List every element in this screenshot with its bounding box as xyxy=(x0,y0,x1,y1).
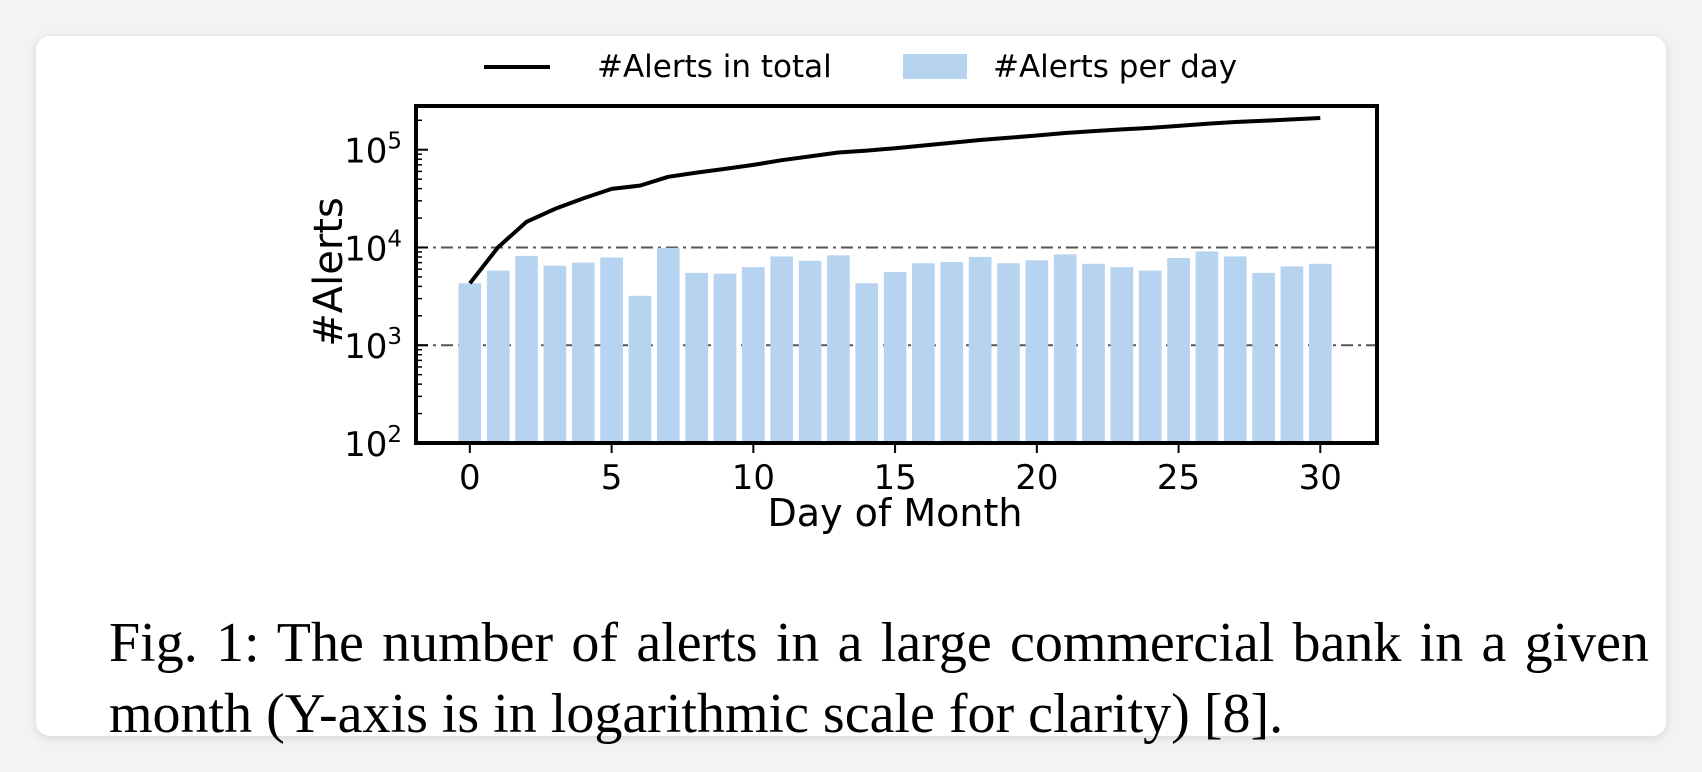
figure-card: #Alerts in total #Alerts per day 0 5 10 15 2… xyxy=(36,36,1666,745)
bar-day-10 xyxy=(742,267,765,443)
bar-day-2 xyxy=(515,255,538,443)
figure-caption: Fig. 1: The number of alerts in a large … xyxy=(109,612,1649,745)
x-tick-label-25: 25 xyxy=(1157,458,1200,498)
bar-day-0 xyxy=(458,283,482,443)
x-tick-label-5: 5 xyxy=(601,458,623,498)
bar-day-28 xyxy=(1252,272,1275,443)
x-tick-label-0: 0 xyxy=(459,458,481,498)
y-axis-label: #Alerts xyxy=(306,197,352,347)
axes: 0 5 10 15 20 25 30 102 103 104 105 xyxy=(344,104,1379,498)
legend-bar-swatch xyxy=(903,54,967,79)
bar-day-21 xyxy=(1053,254,1077,443)
bar-series xyxy=(458,247,1332,443)
bar-day-11 xyxy=(770,256,794,443)
bar-day-22 xyxy=(1082,263,1105,443)
bar-day-1 xyxy=(486,270,510,443)
bar-day-16 xyxy=(912,263,935,443)
bar-day-29 xyxy=(1280,266,1304,443)
legend-label-per-day: #Alerts per day xyxy=(993,49,1237,85)
x-tick-label-30: 30 xyxy=(1299,458,1342,498)
bar-day-27 xyxy=(1223,256,1247,443)
bar-day-12 xyxy=(798,260,822,443)
bar-day-30 xyxy=(1308,263,1332,443)
x-tick-label-10: 10 xyxy=(732,458,775,498)
x-axis-label: Day of Month xyxy=(768,491,1023,535)
chart-legend: #Alerts in total #Alerts per day xyxy=(484,49,1237,85)
bar-day-19 xyxy=(997,263,1020,443)
bar-day-7 xyxy=(656,247,680,443)
bar-day-23 xyxy=(1110,267,1134,443)
bar-day-4 xyxy=(571,262,595,443)
bar-day-8 xyxy=(685,272,708,443)
chart: #Alerts in total #Alerts per day 0 5 10 15 2… xyxy=(306,49,1379,535)
bar-day-3 xyxy=(543,265,567,443)
bar-day-5 xyxy=(600,257,623,443)
x-tick-label-15: 15 xyxy=(873,458,916,498)
bar-day-20 xyxy=(1025,260,1049,443)
bar-day-15 xyxy=(883,272,907,443)
y-tick-label-10000: 104 xyxy=(344,226,402,269)
y-tick-label-1000: 103 xyxy=(344,324,402,367)
bar-day-26 xyxy=(1195,251,1219,443)
bar-day-13 xyxy=(827,255,850,443)
line-series xyxy=(468,116,1321,285)
legend-label-total: #Alerts in total xyxy=(597,49,832,85)
axis-labels: Day of Month #Alerts xyxy=(306,197,1022,535)
plot-frame xyxy=(414,104,1379,445)
bar-day-14 xyxy=(855,283,879,443)
bar-day-17 xyxy=(940,262,964,443)
y-tick-label-100: 102 xyxy=(344,422,402,465)
bar-day-18 xyxy=(968,256,992,443)
cumulative-line xyxy=(468,116,1321,285)
bar-day-24 xyxy=(1138,270,1162,443)
bar-day-9 xyxy=(713,273,737,443)
x-tick-label-20: 20 xyxy=(1015,458,1058,498)
bar-day-6 xyxy=(628,295,652,443)
bar-day-25 xyxy=(1167,258,1190,443)
y-tick-label-100000: 105 xyxy=(344,129,402,172)
